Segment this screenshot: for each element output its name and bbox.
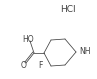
Text: O: O [21, 61, 27, 70]
Text: HCl: HCl [60, 6, 76, 15]
Text: HO: HO [22, 35, 34, 44]
Text: NH: NH [79, 47, 91, 56]
Text: F: F [38, 61, 42, 70]
